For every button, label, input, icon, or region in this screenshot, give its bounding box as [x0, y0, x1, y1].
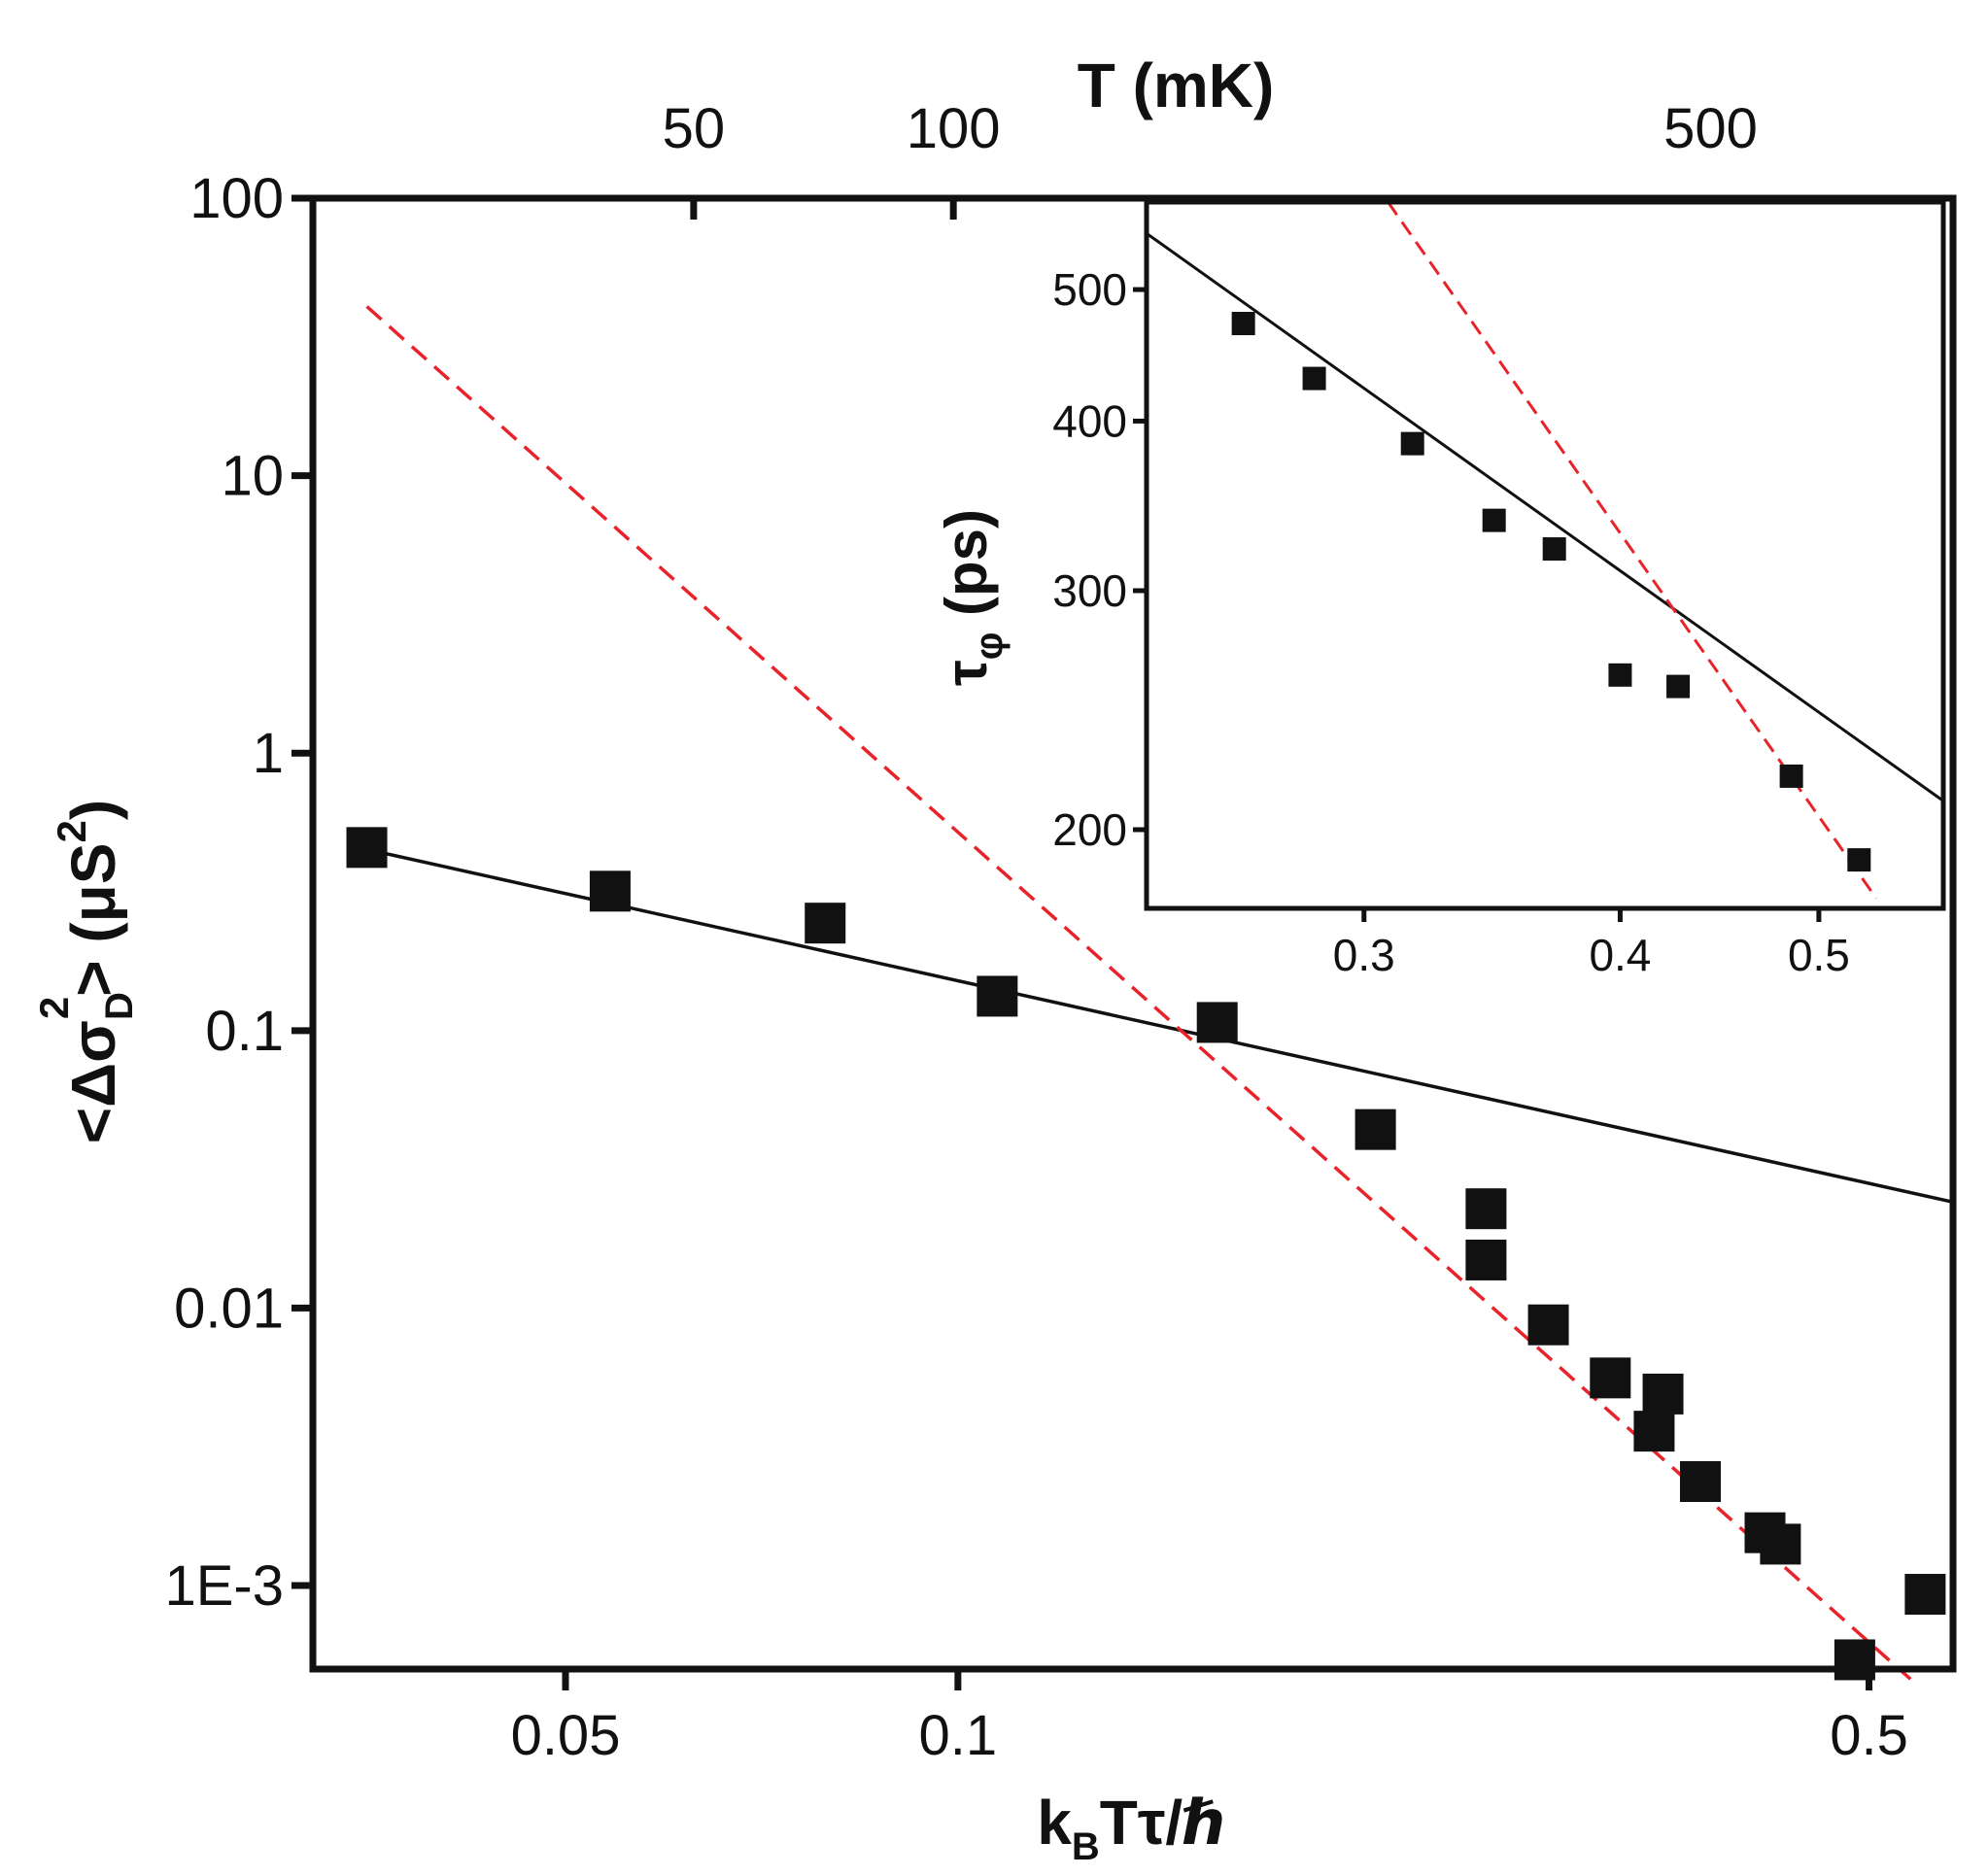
main-plot: 0.05 0.1 0.5 100 10 1 0.1 0.01 1E-3 50 100 500: [164, 97, 1957, 1767]
data-point-square: [589, 870, 631, 912]
inset-data-points: [1231, 312, 1871, 872]
inset-x-tick-label: 0.4: [1589, 930, 1651, 980]
main-x-axis: 0.05 0.1 0.5: [511, 1669, 1908, 1767]
y-tick-label: 100: [189, 167, 284, 230]
top-tick-label: 500: [1663, 97, 1758, 160]
inset-data-point-square: [1302, 366, 1326, 391]
data-point-square: [346, 827, 388, 869]
x-tick-label: 0.5: [1830, 1704, 1908, 1767]
main-plot-frame: [309, 194, 1957, 1673]
data-point-square: [1527, 1304, 1569, 1346]
data-point-square: [977, 975, 1018, 1017]
inset-y-tick-label: 300: [1052, 565, 1127, 616]
data-point-square: [1760, 1523, 1801, 1565]
inset-solid-fit-line: [1146, 232, 1944, 802]
top-tick-label: 100: [907, 97, 1001, 160]
data-point-square: [1465, 1239, 1507, 1280]
y-tick-label: 1: [253, 722, 284, 785]
top-temperature-axis: 50 100 500: [663, 97, 1758, 220]
inset-data-point-square: [1400, 431, 1424, 456]
x-tick-label: 0.1: [919, 1704, 998, 1767]
inset-x-axis: 0.3 0.4 0.5: [1333, 908, 1850, 980]
data-point-square: [805, 903, 846, 944]
data-point-square: [1196, 1002, 1238, 1043]
y-tick-label: 1E-3: [164, 1554, 284, 1618]
data-point-square: [1465, 1188, 1507, 1230]
inset-plot-frame: [1144, 199, 1946, 911]
inset-plot: 0.3 0.4 0.5 500 400 300 200: [1052, 199, 1946, 980]
inset-data-point-square: [1231, 312, 1255, 336]
data-point-square: [1904, 1574, 1946, 1616]
x-axis-title: kBTτ/ℏ: [1037, 1788, 1226, 1868]
inset-data-point-square: [1482, 508, 1506, 532]
main-data-points: [346, 827, 1946, 1681]
data-point-square: [1642, 1373, 1684, 1415]
inset-x-tick-label: 0.3: [1333, 930, 1395, 980]
top-axis-title: T (mK): [1078, 51, 1275, 120]
inset-data-point-square: [1542, 537, 1566, 562]
inset-data-point-square: [1666, 674, 1691, 699]
inset-x-tick-label: 0.5: [1788, 930, 1850, 980]
x-tick-label: 0.05: [511, 1704, 621, 1767]
data-point-square: [1590, 1357, 1631, 1399]
inset-y-tick-label: 200: [1052, 804, 1127, 855]
y-tick-label: 0.1: [205, 1000, 284, 1063]
y-tick-label: 0.01: [174, 1277, 284, 1340]
inset-y-axis: 500 400 300 200: [1052, 264, 1147, 855]
data-point-square: [1633, 1411, 1675, 1452]
solid-fit-line: [366, 847, 1954, 1205]
data-point-square: [1679, 1460, 1721, 1502]
top-tick-label: 50: [663, 97, 726, 160]
inset-y-tick-label: 500: [1052, 264, 1127, 315]
inset-data-point-square: [1779, 764, 1803, 788]
inset-data-point-square: [1847, 848, 1871, 872]
y-tick-label: 10: [221, 445, 284, 508]
data-point-square: [1354, 1109, 1396, 1150]
inset-y-tick-label: 400: [1052, 395, 1127, 446]
main-y-axis: 100 10 1 0.1 0.01 1E-3: [164, 167, 313, 1618]
inset-data-point-square: [1608, 663, 1632, 687]
